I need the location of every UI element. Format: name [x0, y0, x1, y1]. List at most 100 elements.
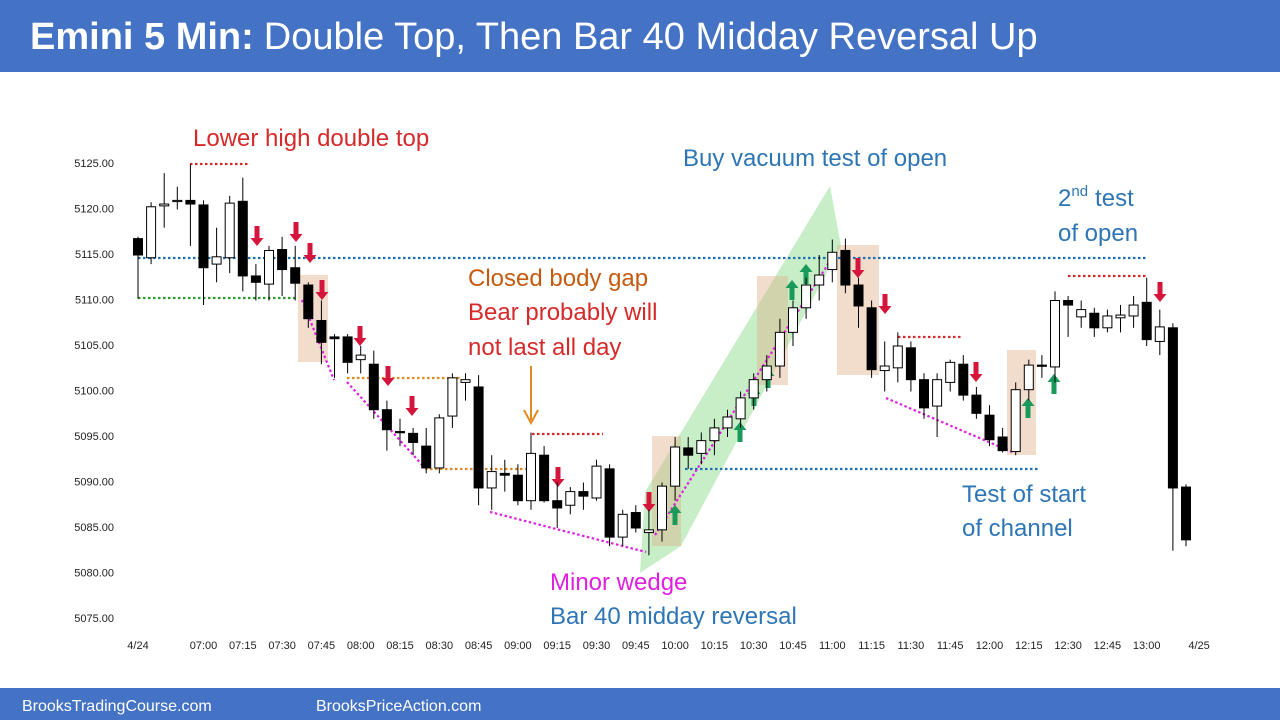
header-bar [0, 0, 1280, 72]
candle-body [264, 249, 274, 285]
x-tick-label: 08:30 [426, 640, 454, 652]
x-tick-label: 07:00 [190, 640, 218, 652]
candle-body [368, 363, 379, 411]
sell-arrow [250, 226, 264, 246]
buy-arrow [1021, 398, 1035, 418]
candle-body [801, 284, 812, 309]
candle-body [971, 394, 982, 414]
y-tick-label: 5080.00 [74, 567, 114, 579]
x-tick-label: 11:30 [898, 640, 925, 652]
candle-body [565, 491, 576, 506]
candle-body [355, 354, 366, 361]
x-tick-label: 11:00 [819, 640, 846, 652]
x-tick-label: 08:45 [465, 640, 493, 652]
x-tick-label: 10:15 [701, 640, 729, 652]
x-tick-label: 08:15 [386, 640, 414, 652]
candle-body [696, 440, 707, 454]
candle-body [421, 445, 432, 469]
candle-body [250, 275, 261, 283]
sell-arrow [315, 280, 329, 300]
sell-arrow [851, 258, 865, 278]
candle-body [892, 345, 903, 369]
y-tick-label: 5075.00 [74, 613, 114, 625]
candle-body [591, 465, 602, 499]
sell-arrow [551, 467, 565, 487]
x-tick-label: 07:30 [268, 640, 296, 652]
candle-body [1076, 309, 1087, 318]
y-tick-label: 5085.00 [74, 522, 114, 534]
x-tick-label: 09:30 [583, 640, 611, 652]
x-tick-label: 4/24 [127, 640, 148, 652]
candle-body [159, 203, 170, 207]
annotation: Test of start [962, 481, 1086, 508]
candle-body [290, 267, 301, 284]
candle-body [827, 251, 838, 271]
annotation: Closed body gap [468, 265, 648, 292]
buy-arrow [668, 505, 682, 525]
candle-body [630, 512, 641, 529]
candle-body [1181, 486, 1191, 541]
candle-body [1154, 326, 1165, 342]
x-tick-label: 08:00 [347, 640, 375, 652]
buy-arrow [785, 280, 799, 300]
candle-body [277, 249, 288, 271]
annotation: Minor wedge [550, 569, 687, 596]
candle-body [866, 307, 877, 371]
candle-body [1050, 300, 1060, 368]
candle-body [237, 200, 248, 277]
candle-body [211, 256, 222, 265]
x-tick-label: 09:00 [504, 640, 532, 652]
x-tick-label: 11:15 [858, 640, 885, 652]
buy-arrow [733, 422, 747, 442]
annotation-shapes [138, 162, 1167, 573]
candle-body [905, 347, 916, 381]
candle-body [683, 447, 694, 456]
candle-body [735, 397, 746, 420]
annotation: not last all day [468, 334, 621, 361]
candle-body [578, 491, 589, 497]
footer-link: BrooksPriceAction.com [316, 698, 481, 715]
candle-body [748, 379, 759, 399]
x-tick-label: 11:45 [937, 640, 964, 652]
x-tick-label: 07:45 [308, 640, 336, 652]
candle-body [395, 431, 405, 434]
candle-body [473, 386, 484, 489]
candle-body [1036, 364, 1047, 367]
candle-body [722, 416, 733, 429]
x-tick-label: 12:00 [976, 640, 1004, 652]
candle-body [814, 274, 825, 286]
candle-body [1010, 389, 1021, 453]
candle-body [958, 363, 969, 396]
wedge-line [346, 381, 426, 469]
sell-arrow [1153, 282, 1167, 302]
footer-bar [0, 688, 1280, 720]
candle-body [932, 379, 943, 407]
annotation-part: nd [1071, 183, 1088, 200]
candle-body [853, 284, 864, 307]
candle-body [198, 204, 209, 269]
footer-link: BrooksTradingCourse.com [22, 698, 212, 715]
candle-body [224, 202, 235, 259]
annotation: 2nd test [1058, 183, 1134, 212]
candle-body [342, 336, 353, 363]
candle-body [604, 468, 615, 538]
plot: 5075.00 5080.00 5085.00 5090.00 5095.00 5100.… [74, 158, 1210, 652]
y-tick-label: 5110.00 [75, 294, 114, 306]
candle-body [381, 409, 392, 431]
buy-arrow [799, 264, 813, 284]
x-tick-label: 10:30 [740, 640, 768, 652]
candle-body [709, 427, 720, 442]
candle-body [1141, 301, 1152, 341]
sell-arrow [289, 222, 303, 242]
candle-body [761, 365, 772, 381]
y-tick-label: 5090.00 [74, 476, 114, 488]
x-tick-label: 13:00 [1133, 640, 1161, 652]
annotation-part: 2 [1058, 185, 1071, 212]
candle-body [840, 249, 851, 286]
candle-body [1023, 364, 1034, 391]
candle-body [774, 331, 785, 367]
annotation: Buy vacuum test of open [683, 145, 947, 172]
candle-body [172, 199, 183, 203]
y-tick-label: 5125.00 [74, 158, 114, 170]
sell-arrow [642, 492, 656, 512]
